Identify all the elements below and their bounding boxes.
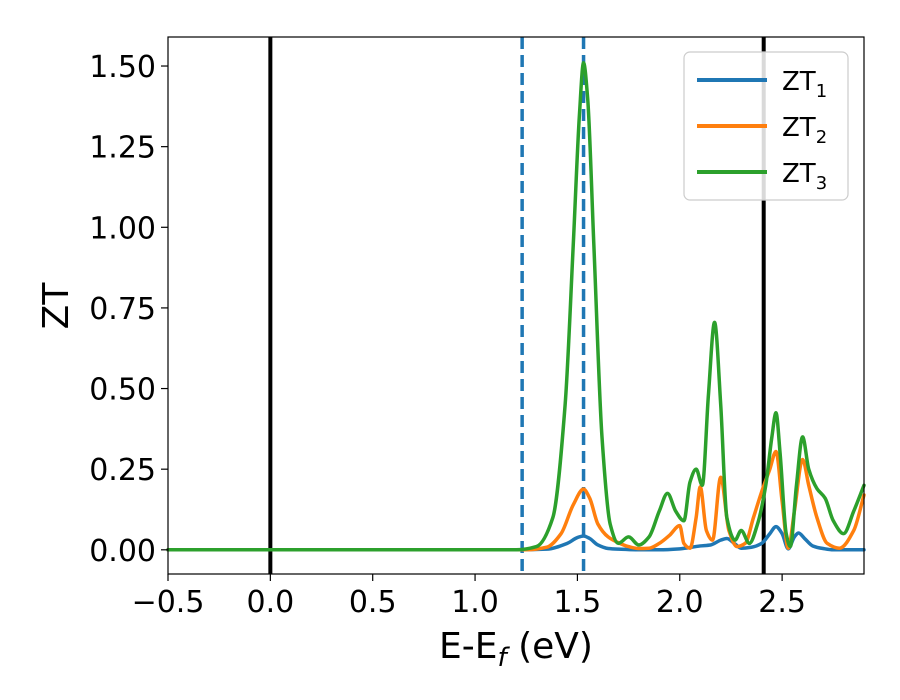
- y-tick-label: 0.25: [89, 453, 156, 488]
- y-axis-title: ZT: [36, 282, 77, 330]
- series-line-1: [166, 524, 866, 552]
- y-tick-label: 0.50: [89, 373, 156, 408]
- x-tick-label: 2.0: [656, 585, 704, 620]
- x-axis-title-unit: (eV): [507, 626, 593, 667]
- y-tick-label: 1.00: [89, 211, 156, 246]
- legend-label-1: ZT1: [782, 67, 827, 102]
- x-axis-ticks: −0.5 0.0 0.5 1.0 1.5 2.0 2.5: [132, 574, 806, 620]
- legend: ZT1 ZT2 ZT3: [683, 51, 849, 201]
- x-axis-title-main: E-E: [439, 626, 497, 667]
- legend-label-3: ZT3: [782, 159, 827, 194]
- plot-frame: [167, 36, 865, 575]
- x-tick-label: 1.5: [554, 585, 602, 620]
- x-tick-label: −0.5: [132, 585, 205, 620]
- series-lines: [166, 61, 866, 552]
- y-tick-label: 1.50: [89, 50, 156, 85]
- y-tick-label: 0.75: [89, 292, 156, 327]
- legend-label-2: ZT2: [782, 113, 827, 148]
- x-tick-label: 0.0: [246, 585, 294, 620]
- x-tick-label: 1.0: [451, 585, 499, 620]
- x-tick-label: 0.5: [349, 585, 397, 620]
- series-line-3: [166, 61, 866, 552]
- x-tick-label: 2.5: [758, 585, 806, 620]
- y-tick-label: 0.00: [89, 534, 156, 569]
- x-axis-title: E-Ef (eV): [439, 626, 593, 673]
- y-axis-ticks: 0.00 0.25 0.50 0.75 1.00 1.25 1.50: [89, 50, 168, 569]
- y-tick-label: 1.25: [89, 131, 156, 166]
